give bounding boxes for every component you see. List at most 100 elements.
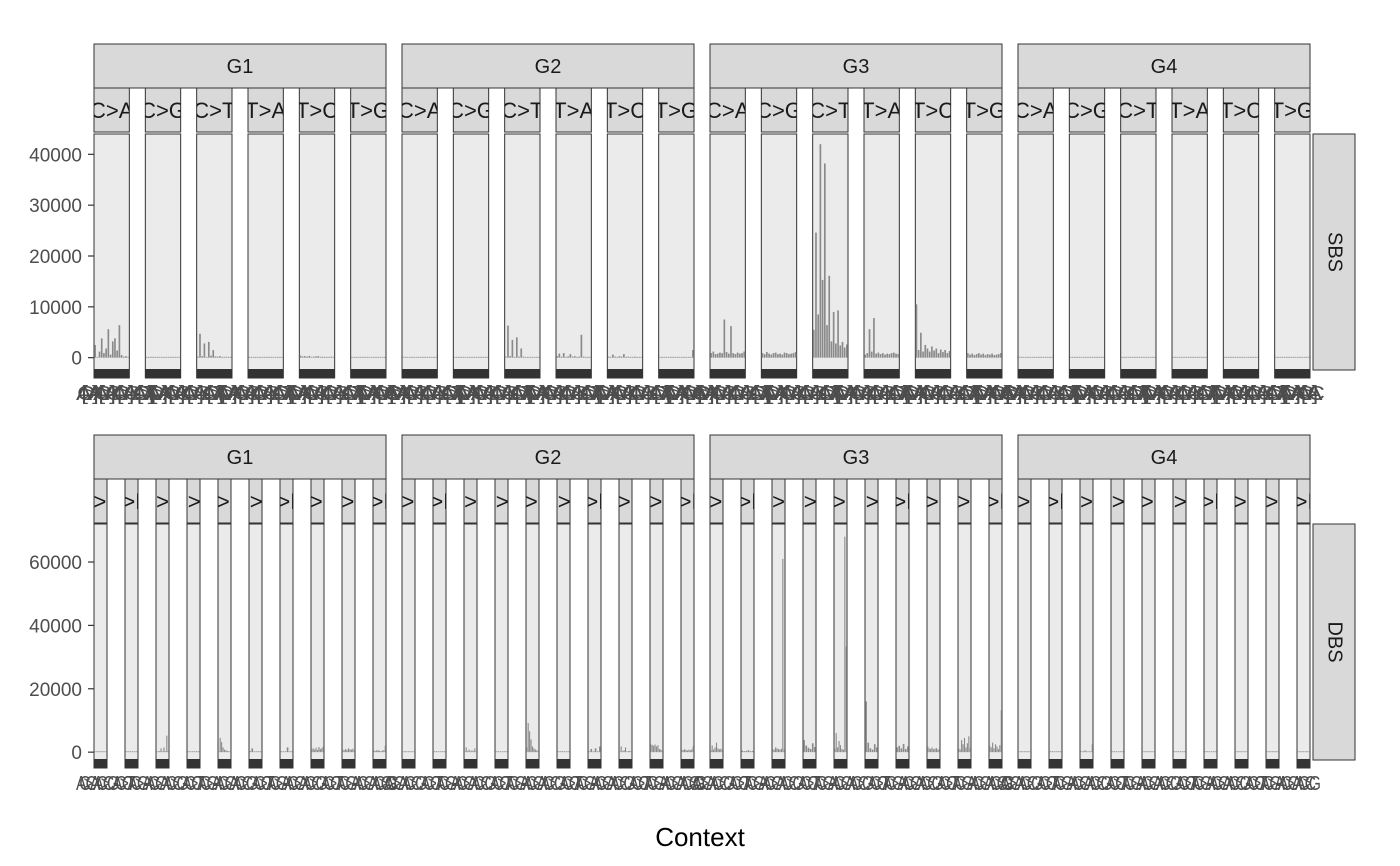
bar (222, 747, 224, 753)
bar (892, 352, 895, 358)
facet-panel (658, 133, 695, 379)
bar (636, 356, 638, 358)
bar (589, 356, 592, 358)
type-strip (186, 478, 201, 524)
bar (94, 751, 96, 753)
bar (1232, 356, 1235, 358)
bar (741, 353, 743, 358)
bar (866, 353, 869, 358)
type-strip-label: T>G (1271, 98, 1314, 123)
bar (462, 356, 465, 358)
bar (357, 356, 360, 358)
bar (623, 354, 625, 358)
type-strip-label: C>G (448, 98, 494, 123)
type-strip (864, 478, 879, 524)
bar (272, 356, 275, 358)
bar (982, 353, 985, 358)
bar (1060, 751, 1062, 753)
facet-panel (618, 523, 633, 769)
facet-panel (1296, 523, 1311, 769)
column-strip-label: G4 (1151, 447, 1178, 469)
type-strip-label: CT>NN (496, 489, 570, 514)
bar (1085, 751, 1088, 753)
type-strip (341, 478, 356, 524)
bar (349, 749, 351, 753)
column-strip-label: G2 (535, 56, 562, 78)
bar (346, 749, 348, 753)
bar (318, 747, 320, 753)
type-strip-label: TA>NN (867, 489, 938, 514)
panel-bottom-band (588, 759, 601, 768)
bar (741, 750, 743, 753)
bar (219, 356, 221, 358)
bar (353, 356, 355, 358)
facet-panel (401, 133, 438, 379)
bar (1300, 751, 1302, 753)
bar (631, 356, 634, 358)
bar (685, 356, 688, 358)
bar (254, 356, 257, 358)
bar (251, 748, 254, 753)
bar (98, 351, 101, 358)
type-strip-label: C>T (809, 98, 851, 123)
type-strip-label: C>T (193, 98, 235, 123)
bar (288, 751, 291, 753)
type-strip-label: C>T (1117, 98, 1159, 123)
facet-panel (680, 523, 695, 769)
panel-bottom-band (1142, 759, 1155, 768)
bar (975, 354, 978, 358)
bar (433, 356, 435, 358)
bar (1308, 356, 1310, 358)
panel-bottom-band (681, 759, 694, 768)
bar (167, 750, 169, 753)
bar (501, 751, 504, 753)
bar (1185, 356, 1188, 358)
bar (743, 751, 746, 753)
bar (216, 356, 219, 358)
bar (376, 750, 378, 753)
bar (674, 356, 677, 358)
bar (1236, 356, 1239, 358)
bar (101, 751, 103, 753)
bar (306, 356, 308, 358)
panel-bottom-band (915, 369, 951, 378)
bar (1189, 356, 1192, 358)
bar (1179, 751, 1182, 753)
bar (966, 353, 969, 358)
bar (377, 749, 379, 753)
panel-bottom-band (311, 759, 324, 768)
bar (841, 341, 844, 358)
bar (1285, 356, 1288, 358)
bar (934, 748, 936, 753)
bar (248, 356, 250, 358)
bar (326, 356, 328, 358)
bar (772, 353, 775, 358)
bar (284, 751, 287, 753)
bar (433, 751, 435, 753)
facet-panel (556, 523, 571, 769)
bar (922, 351, 924, 358)
type-strip-label: TG>NN (619, 489, 694, 514)
bar (994, 744, 997, 753)
bar (265, 356, 268, 358)
bar (125, 356, 127, 358)
bar (319, 748, 321, 753)
bar (503, 751, 506, 753)
bar (353, 750, 355, 753)
panel-bottom-band (299, 369, 335, 378)
bar (688, 749, 690, 753)
bar (282, 751, 285, 753)
bar (228, 751, 230, 753)
panel-bottom-band (1080, 759, 1093, 768)
bar (1136, 356, 1139, 358)
bar (627, 751, 629, 753)
bar (430, 356, 433, 358)
panel-bottom-band (1173, 759, 1186, 768)
bar (687, 356, 690, 358)
bar (557, 751, 559, 753)
bar (734, 354, 737, 358)
type-strip-label: C>G (756, 98, 802, 123)
facet-panel (93, 133, 130, 379)
y-tick-label: 0 (71, 743, 82, 764)
bar (779, 353, 781, 358)
